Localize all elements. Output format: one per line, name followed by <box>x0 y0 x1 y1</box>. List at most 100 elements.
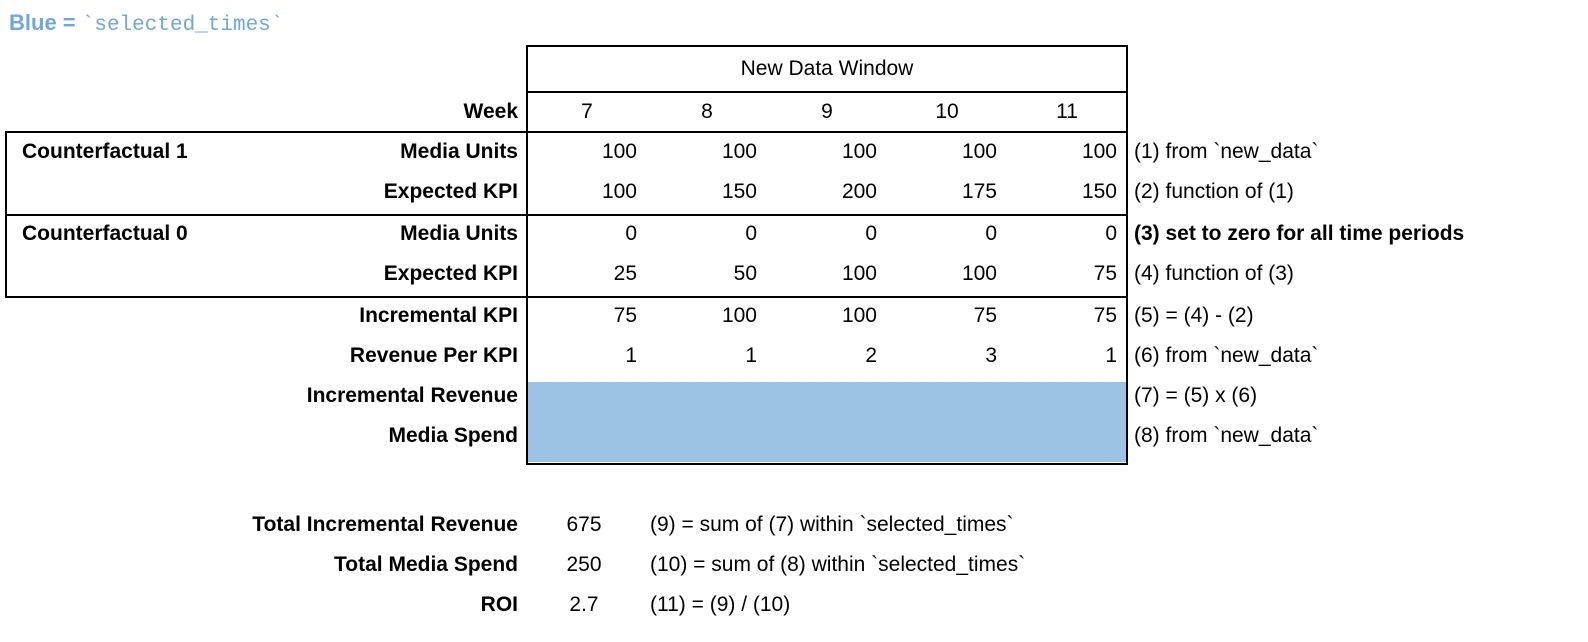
week-header-cell: 8 <box>701 100 713 123</box>
row-note: (7) = (5) x (6) <box>1134 384 1258 407</box>
data-cell: 1 <box>745 344 757 367</box>
table-row: Expected KPI 100 150 200 175 150 (2) fun… <box>0 172 1588 212</box>
summary-row: Total Media Spend 250 (10) = sum of (8) … <box>0 545 1588 585</box>
row-note: (5) = (4) - (2) <box>1134 304 1254 327</box>
border-counterfactual-box-top <box>5 131 1128 133</box>
border-under-span-header <box>526 91 1128 93</box>
summary-value: 2.7 <box>569 593 599 616</box>
data-cell: 50 <box>733 262 757 285</box>
data-cell: 100 <box>841 304 877 327</box>
data-cell: 100 <box>1081 140 1117 163</box>
row-label: Expected KPI <box>383 180 518 203</box>
summary-block: Total Incremental Revenue 675 (9) = sum … <box>0 505 1588 625</box>
data-cell: 75 <box>1093 262 1117 285</box>
border-between-counterfactuals <box>5 214 1128 216</box>
row-label: Incremental KPI <box>359 304 518 327</box>
row-values: 100 150 200 175 150 <box>527 172 1127 212</box>
row-note: (6) from `new_data` <box>1134 344 1319 367</box>
table-row: Revenue Per KPI 1 1 2 3 1 (6) from `new_… <box>0 336 1588 376</box>
data-cell: 100 <box>601 140 637 163</box>
data-cell: 3 <box>985 344 997 367</box>
data-cell: 150 <box>1081 180 1117 203</box>
legend: Blue = `selected_times` <box>9 10 284 37</box>
row-note: (1) from `new_data` <box>1134 140 1319 163</box>
week-header-cell: 10 <box>935 100 959 123</box>
table-row-span-header: New Data Window <box>0 45 1588 92</box>
data-cell: 75 <box>1093 304 1117 327</box>
group-label-empty <box>0 172 247 212</box>
row-label: Media Units <box>400 140 518 163</box>
row-values: 1 1 2 3 1 <box>527 336 1127 376</box>
table-row: Incremental KPI 75 100 100 75 75 (5) = (… <box>0 296 1588 336</box>
summary-value: 250 <box>566 553 602 576</box>
summary-label: ROI <box>480 593 518 616</box>
table-row: Counterfactual 1 Media Units 100 100 100… <box>0 132 1588 172</box>
spacer-group-cell <box>0 45 247 92</box>
data-cell: 1 <box>625 344 637 367</box>
group-label-counterfactual-1: Counterfactual 1 <box>22 140 188 163</box>
data-cell: 100 <box>601 180 637 203</box>
group-label-empty <box>0 416 247 456</box>
table-row-week-header: Week 7 8 9 10 11 <box>0 92 1588 132</box>
week-header-cell: 11 <box>1056 100 1078 123</box>
group-label-counterfactual-0: Counterfactual 0 <box>22 222 188 245</box>
summary-note: (10) = sum of (8) within `selected_times… <box>650 553 1026 576</box>
data-cell: 150 <box>721 180 757 203</box>
legend-value-selected-times: `selected_times` <box>81 14 284 37</box>
data-cell: 2 <box>865 344 877 367</box>
data-cell: 100 <box>961 140 997 163</box>
data-cell: 0 <box>985 222 997 245</box>
border-counterfactual-box-bottom <box>5 296 1128 298</box>
data-cell: 25 <box>613 262 637 285</box>
border-top-data <box>526 45 1128 47</box>
row-values: 25 50 100 100 75 <box>527 254 1127 294</box>
row-values: 0 0 0 0 0 <box>527 214 1127 254</box>
border-right-data <box>1126 45 1128 465</box>
note-empty-week <box>1127 92 1588 132</box>
spacer-group-cell-week <box>0 92 247 132</box>
data-cell: 0 <box>625 222 637 245</box>
data-cell: 75 <box>973 304 997 327</box>
summary-row: ROI 2.7 (11) = (9) / (10) <box>0 585 1588 625</box>
row-label: Incremental Revenue <box>306 384 518 407</box>
row-label: Media Units <box>400 222 518 245</box>
summary-value: 675 <box>566 513 602 536</box>
table-row: Expected KPI 25 50 100 100 75 (4) functi… <box>0 254 1588 294</box>
group-label-empty <box>0 296 247 336</box>
row-note: (2) function of (1) <box>1134 180 1294 203</box>
summary-note: (11) = (9) / (10) <box>650 593 791 616</box>
data-cell: 100 <box>841 140 877 163</box>
data-cell: 100 <box>841 262 877 285</box>
week-header-cell: 9 <box>821 100 833 123</box>
data-cell: 75 <box>613 304 637 327</box>
data-cell: 1 <box>1105 344 1117 367</box>
data-cell: 200 <box>841 180 877 203</box>
week-header-cell: 7 <box>581 100 593 123</box>
week-header-cells: 7 8 9 10 11 <box>527 92 1127 132</box>
data-cell: 0 <box>745 222 757 245</box>
row-values: 100 100 100 100 100 <box>527 132 1127 172</box>
data-cell: 175 <box>961 180 997 203</box>
border-counterfactual-box-left <box>5 131 7 298</box>
table-row: Counterfactual 0 Media Units 0 0 0 0 0 (… <box>0 214 1588 254</box>
row-label: Revenue Per KPI <box>349 344 518 367</box>
row-label: Expected KPI <box>383 262 518 285</box>
summary-row: Total Incremental Revenue 675 (9) = sum … <box>0 505 1588 545</box>
row-values: 75 100 100 75 75 <box>527 296 1127 336</box>
roi-calculation-table: New Data Window Week 7 8 9 10 11 Counter… <box>0 45 1588 462</box>
data-cell: 0 <box>1105 222 1117 245</box>
note-empty-span <box>1127 45 1588 92</box>
row-label: Media Spend <box>388 424 518 447</box>
spacer-label-cell <box>247 45 527 92</box>
row-note: (8) from `new_data` <box>1134 424 1319 447</box>
summary-label: Total Media Spend <box>334 553 518 576</box>
week-row-label: Week <box>463 100 518 123</box>
group-label-empty <box>0 376 247 416</box>
data-cell: 100 <box>721 140 757 163</box>
group-label-empty <box>0 254 247 294</box>
data-cell: 100 <box>961 262 997 285</box>
highlight-band-selected-times <box>527 382 1127 462</box>
row-note: (3) set to zero for all time periods <box>1134 222 1465 245</box>
legend-label: Blue = <box>9 10 82 35</box>
summary-label: Total Incremental Revenue <box>252 513 518 536</box>
